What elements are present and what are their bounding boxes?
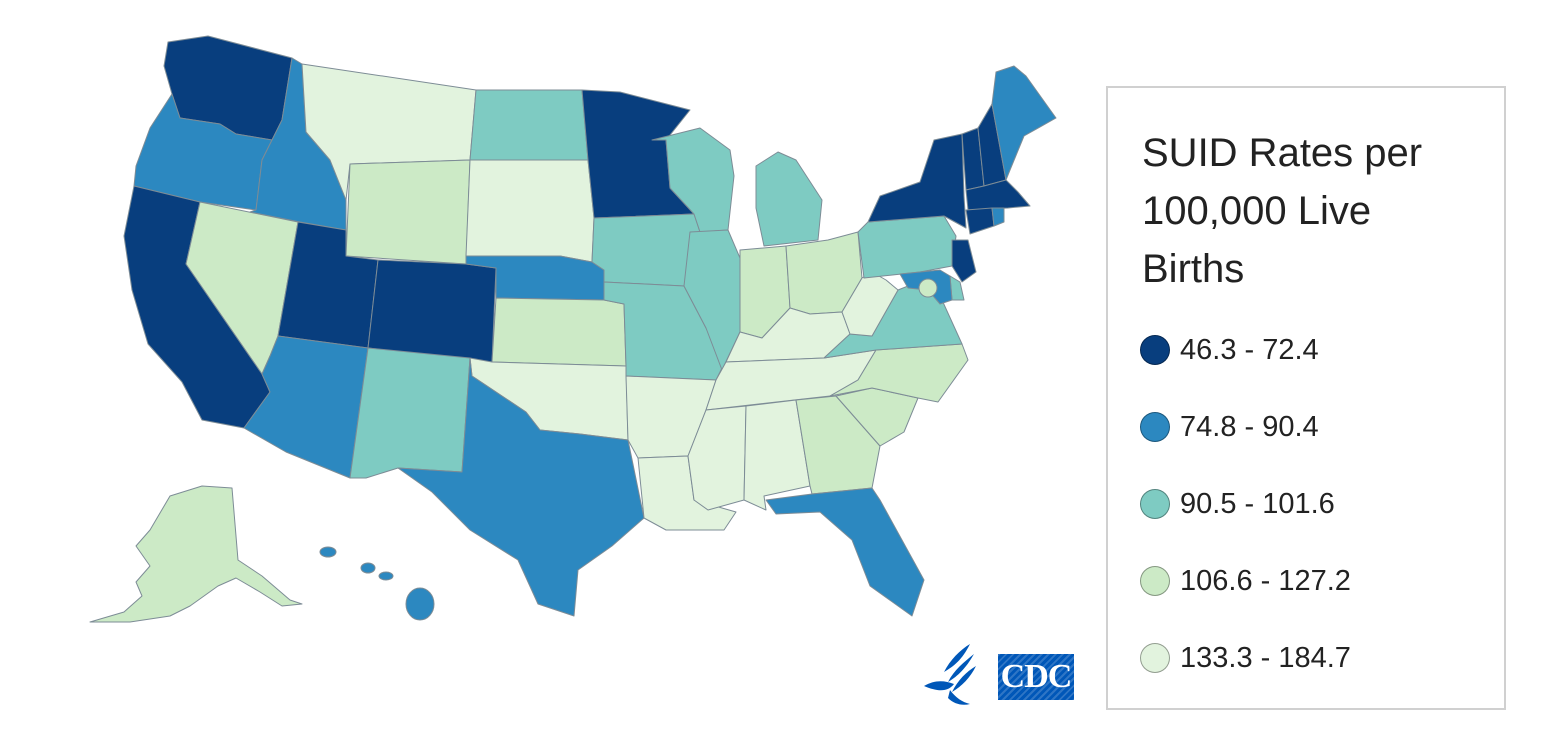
state-NY[interactable] [867, 133, 967, 229]
state-HI[interactable] [319, 546, 435, 621]
states-layer [89, 35, 1057, 623]
state-RI[interactable] [991, 207, 1005, 227]
legend-swatch [1140, 566, 1170, 596]
state-SD[interactable] [465, 159, 595, 263]
logo-block: CDC [920, 640, 1080, 720]
cdc-logo: CDC [998, 654, 1074, 700]
state-KS[interactable] [491, 297, 627, 367]
legend-item[interactable]: 74.8 - 90.4 [1140, 407, 1319, 447]
state-NJ[interactable] [951, 239, 977, 283]
state-DC[interactable] [918, 278, 938, 298]
state-NC[interactable] [829, 343, 969, 403]
state-AK[interactable] [89, 485, 303, 623]
us-map-svg [89, 35, 1057, 623]
legend-label: 74.8 - 90.4 [1180, 410, 1319, 443]
state-ND[interactable] [469, 89, 589, 161]
legend-swatch [1140, 489, 1170, 519]
us-choropleth-map: CDC [89, 35, 1080, 720]
map-legend: SUID Rates per 100,000 Live Births 46.3 … [1106, 86, 1506, 710]
state-IA[interactable] [591, 213, 701, 287]
legend-item[interactable]: 133.3 - 184.7 [1140, 638, 1351, 678]
hhs-eagle-logo [924, 644, 976, 705]
legend-title: SUID Rates per 100,000 Live Births [1142, 131, 1423, 291]
state-MI[interactable] [755, 151, 823, 247]
state-NM[interactable] [349, 347, 471, 479]
legend-item[interactable]: 106.6 - 127.2 [1140, 561, 1351, 601]
state-ME[interactable] [991, 65, 1057, 181]
legend-label: 90.5 - 101.6 [1180, 487, 1335, 520]
state-TX[interactable] [397, 357, 645, 617]
legend-swatch [1140, 335, 1170, 365]
legend-swatch [1140, 412, 1170, 442]
state-PA[interactable] [857, 215, 957, 279]
legend-label: 133.3 - 184.7 [1180, 641, 1351, 674]
legend-label: 46.3 - 72.4 [1180, 333, 1319, 366]
state-WY[interactable] [345, 159, 471, 265]
legend-item[interactable]: 90.5 - 101.6 [1140, 484, 1335, 524]
legend-label: 106.6 - 127.2 [1180, 564, 1351, 597]
state-CT[interactable] [965, 207, 995, 235]
legend-swatch [1140, 643, 1170, 673]
legend-item[interactable]: 46.3 - 72.4 [1140, 330, 1319, 370]
state-FL[interactable] [765, 487, 925, 617]
state-CO[interactable] [367, 259, 497, 363]
